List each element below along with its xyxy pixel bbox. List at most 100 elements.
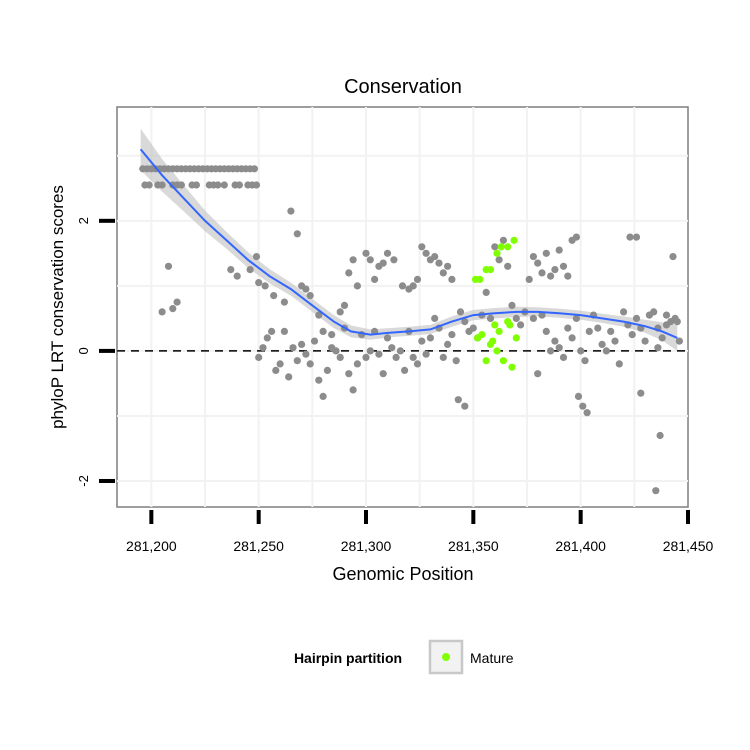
smooth-line (139, 148, 678, 339)
data-point (177, 181, 185, 189)
mature-point (493, 249, 501, 257)
data-point (495, 256, 503, 264)
data-point (574, 392, 583, 400)
data-point (345, 269, 353, 277)
data-point (637, 389, 645, 397)
data-point (285, 373, 293, 381)
data-point (602, 347, 611, 355)
data-point (583, 409, 591, 417)
mature-point (512, 334, 520, 342)
data-point (675, 337, 684, 345)
legend-dot-mature (442, 653, 450, 661)
data-point (349, 386, 357, 394)
data-point (452, 357, 460, 365)
data-point (444, 262, 452, 270)
data-point (542, 327, 550, 335)
data-point (538, 269, 546, 277)
data-point (349, 256, 357, 264)
data-point (362, 249, 370, 257)
data-point (255, 279, 263, 287)
data-point (366, 256, 374, 264)
data-point (461, 318, 469, 326)
data-point (268, 327, 276, 335)
data-point (572, 314, 581, 322)
data-point (504, 262, 512, 270)
data-point (555, 246, 563, 254)
data-point (662, 321, 671, 329)
data-point (280, 298, 288, 306)
data-point (396, 347, 404, 355)
data-point (486, 314, 495, 322)
mature-point (499, 357, 507, 365)
data-point (422, 350, 430, 358)
legend-title: Hairpin partition (294, 650, 402, 666)
y-tick-label: 2 (76, 217, 91, 224)
x-tick-label: 281,250 (233, 538, 284, 554)
x-tick-label: 281,450 (663, 538, 714, 554)
legend: Hairpin partition Mature (294, 639, 514, 675)
data-point (306, 360, 314, 368)
data-point (413, 275, 422, 283)
data-point (585, 327, 593, 335)
data-point (263, 334, 271, 342)
data-point (383, 249, 392, 257)
data-point (390, 256, 398, 264)
data-point (158, 181, 166, 189)
data-point (564, 324, 572, 332)
data-point (280, 327, 288, 335)
data-point (340, 301, 349, 309)
data-point (611, 337, 619, 345)
data-point (252, 181, 261, 189)
data-point (654, 344, 662, 352)
data-point (259, 344, 267, 352)
mature-point (506, 321, 514, 329)
data-point (246, 266, 254, 274)
data-points (139, 165, 684, 495)
y-tick-label: 0 (76, 347, 91, 354)
data-point (383, 334, 392, 342)
x-tick-label: 281,300 (341, 538, 392, 554)
data-point (632, 314, 641, 322)
plot-panel (116, 106, 689, 508)
x-tick-label: 281,400 (555, 538, 606, 554)
data-point (444, 340, 452, 348)
chart-title: Conservation (344, 76, 462, 98)
data-point (669, 253, 677, 261)
data-point (319, 327, 327, 335)
mature-point (497, 243, 505, 251)
data-point (547, 272, 555, 280)
x-axis-label: Genomic Position (332, 564, 473, 584)
data-point (525, 275, 533, 283)
data-point (353, 360, 361, 368)
data-point (298, 340, 306, 348)
data-point (632, 233, 641, 241)
data-point (650, 308, 658, 316)
data-point (555, 344, 563, 352)
data-point (598, 340, 606, 348)
data-point (559, 262, 568, 270)
data-point (345, 370, 353, 378)
data-point (145, 181, 153, 189)
data-point (362, 353, 370, 361)
data-point (233, 272, 241, 280)
data-point (418, 337, 426, 345)
data-point (169, 305, 177, 313)
data-point (235, 181, 243, 189)
data-point (270, 292, 278, 300)
data-point (409, 282, 417, 290)
data-point (439, 353, 447, 361)
data-point (164, 262, 173, 270)
y-axis-label: phyloP LRT conservation scores (48, 185, 67, 429)
grid-lines (117, 107, 688, 507)
data-point (272, 366, 280, 374)
data-point (306, 292, 314, 300)
data-point (276, 360, 284, 368)
legend-label-mature: Mature (470, 650, 514, 666)
data-point (656, 431, 664, 440)
data-point (564, 272, 572, 280)
data-point (499, 236, 507, 244)
data-point (448, 331, 456, 339)
data-point (293, 230, 301, 238)
y-axis: -2 0 2 (76, 217, 115, 487)
data-point (456, 308, 465, 316)
